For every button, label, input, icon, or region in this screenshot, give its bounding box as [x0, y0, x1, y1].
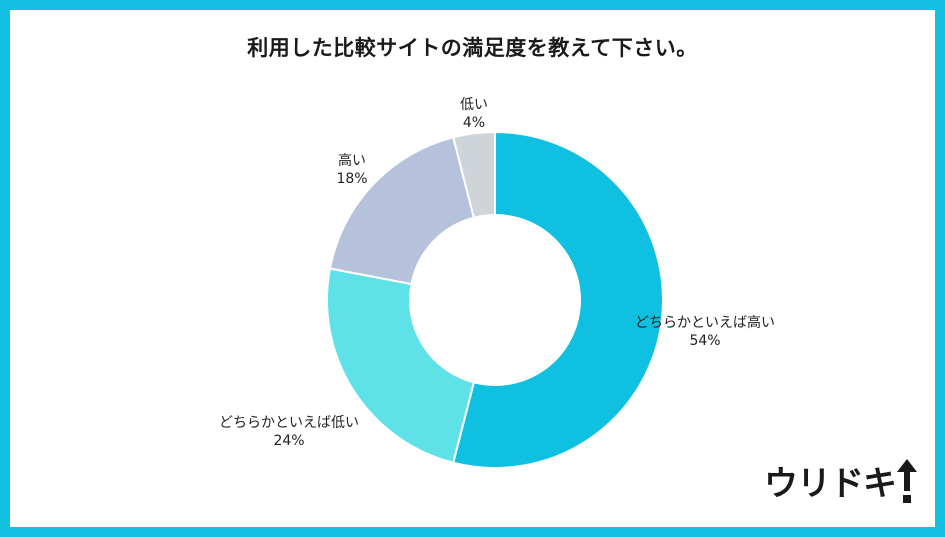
- slice-percent: 4%: [462, 115, 486, 131]
- slice-high: [328, 136, 476, 286]
- slice-label-low: 低い 4%: [460, 96, 488, 132]
- slice-label-somewhat-high: どちらかといえば高い 54%: [635, 314, 775, 350]
- slice-percent: 24%: [273, 433, 305, 449]
- slice-name: どちらかといえば高い: [635, 315, 775, 331]
- logo-text: ウリドキ: [764, 464, 897, 504]
- slice-somewhat-high: [452, 130, 664, 469]
- slice-label-high: 高い 18%: [336, 152, 367, 188]
- slice-percent: 54%: [689, 333, 721, 349]
- slice-somewhat-low: [326, 267, 476, 464]
- slice-name: 高い: [338, 153, 366, 169]
- brand-logo: ウリドキ: [764, 456, 918, 505]
- slice-label-somewhat-low: どちらかといえば低い 24%: [219, 414, 359, 450]
- chart-title: 利用した比較サイトの満足度を教えて下さい。: [247, 36, 698, 60]
- slice-name: 低い: [460, 97, 488, 113]
- slice-low: [452, 130, 496, 219]
- slice-percent: 18%: [336, 171, 368, 187]
- slice-name: どちらかといえば低い: [219, 415, 359, 431]
- up-arrow-icon: [897, 458, 917, 503]
